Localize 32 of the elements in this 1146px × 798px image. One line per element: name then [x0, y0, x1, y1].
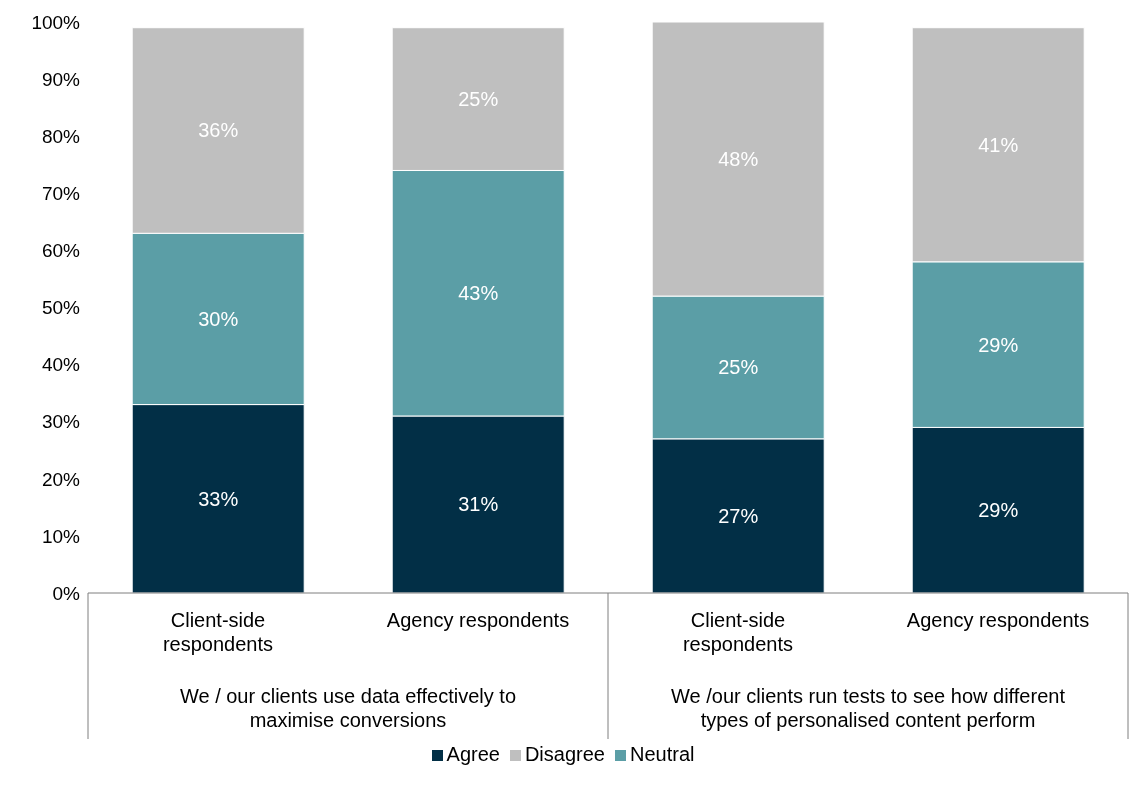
data-label: 31%: [458, 493, 499, 516]
data-label: 43%: [458, 282, 499, 305]
data-label: 25%: [718, 356, 759, 379]
y-tick-label: 40%: [41, 354, 81, 376]
y-tick-label: 80%: [41, 125, 81, 147]
legend-label: Disagree: [524, 743, 605, 765]
data-label: 25%: [458, 88, 499, 111]
y-tick-label: 30%: [41, 411, 81, 433]
data-label: 30%: [198, 307, 239, 330]
data-label: 27%: [718, 504, 759, 527]
y-tick-label: 10%: [41, 525, 81, 547]
data-label: 36%: [198, 119, 239, 142]
x-tick-label: Agency respondents: [906, 609, 1090, 631]
data-label: 29%: [978, 499, 1019, 522]
y-tick-label: 60%: [41, 240, 81, 262]
legend-label: Neutral: [629, 743, 695, 765]
data-label: 41%: [978, 133, 1019, 156]
x-tick-label: Client-side respondents: [682, 609, 794, 655]
data-label: 48%: [718, 148, 759, 171]
y-tick-label: 0%: [52, 582, 81, 604]
text: We /our clients run tests to see how different types of personalised content perform: [671, 685, 1066, 731]
x-tick-label: Agency respondents: [386, 609, 570, 631]
y-tick-label: 70%: [41, 183, 81, 205]
y-tick-label: 100%: [31, 11, 81, 33]
x-tick-label: Client-side respondents: [162, 609, 274, 655]
legend-label: Agree: [446, 743, 500, 765]
data-label: 33%: [198, 487, 239, 510]
text: We / our clients use data effectively to maximise conversions: [179, 685, 517, 731]
y-tick-label: 20%: [41, 468, 81, 490]
data-label: 29%: [978, 333, 1019, 356]
y-tick-label: 90%: [41, 68, 81, 90]
y-tick-label: 50%: [41, 297, 81, 319]
